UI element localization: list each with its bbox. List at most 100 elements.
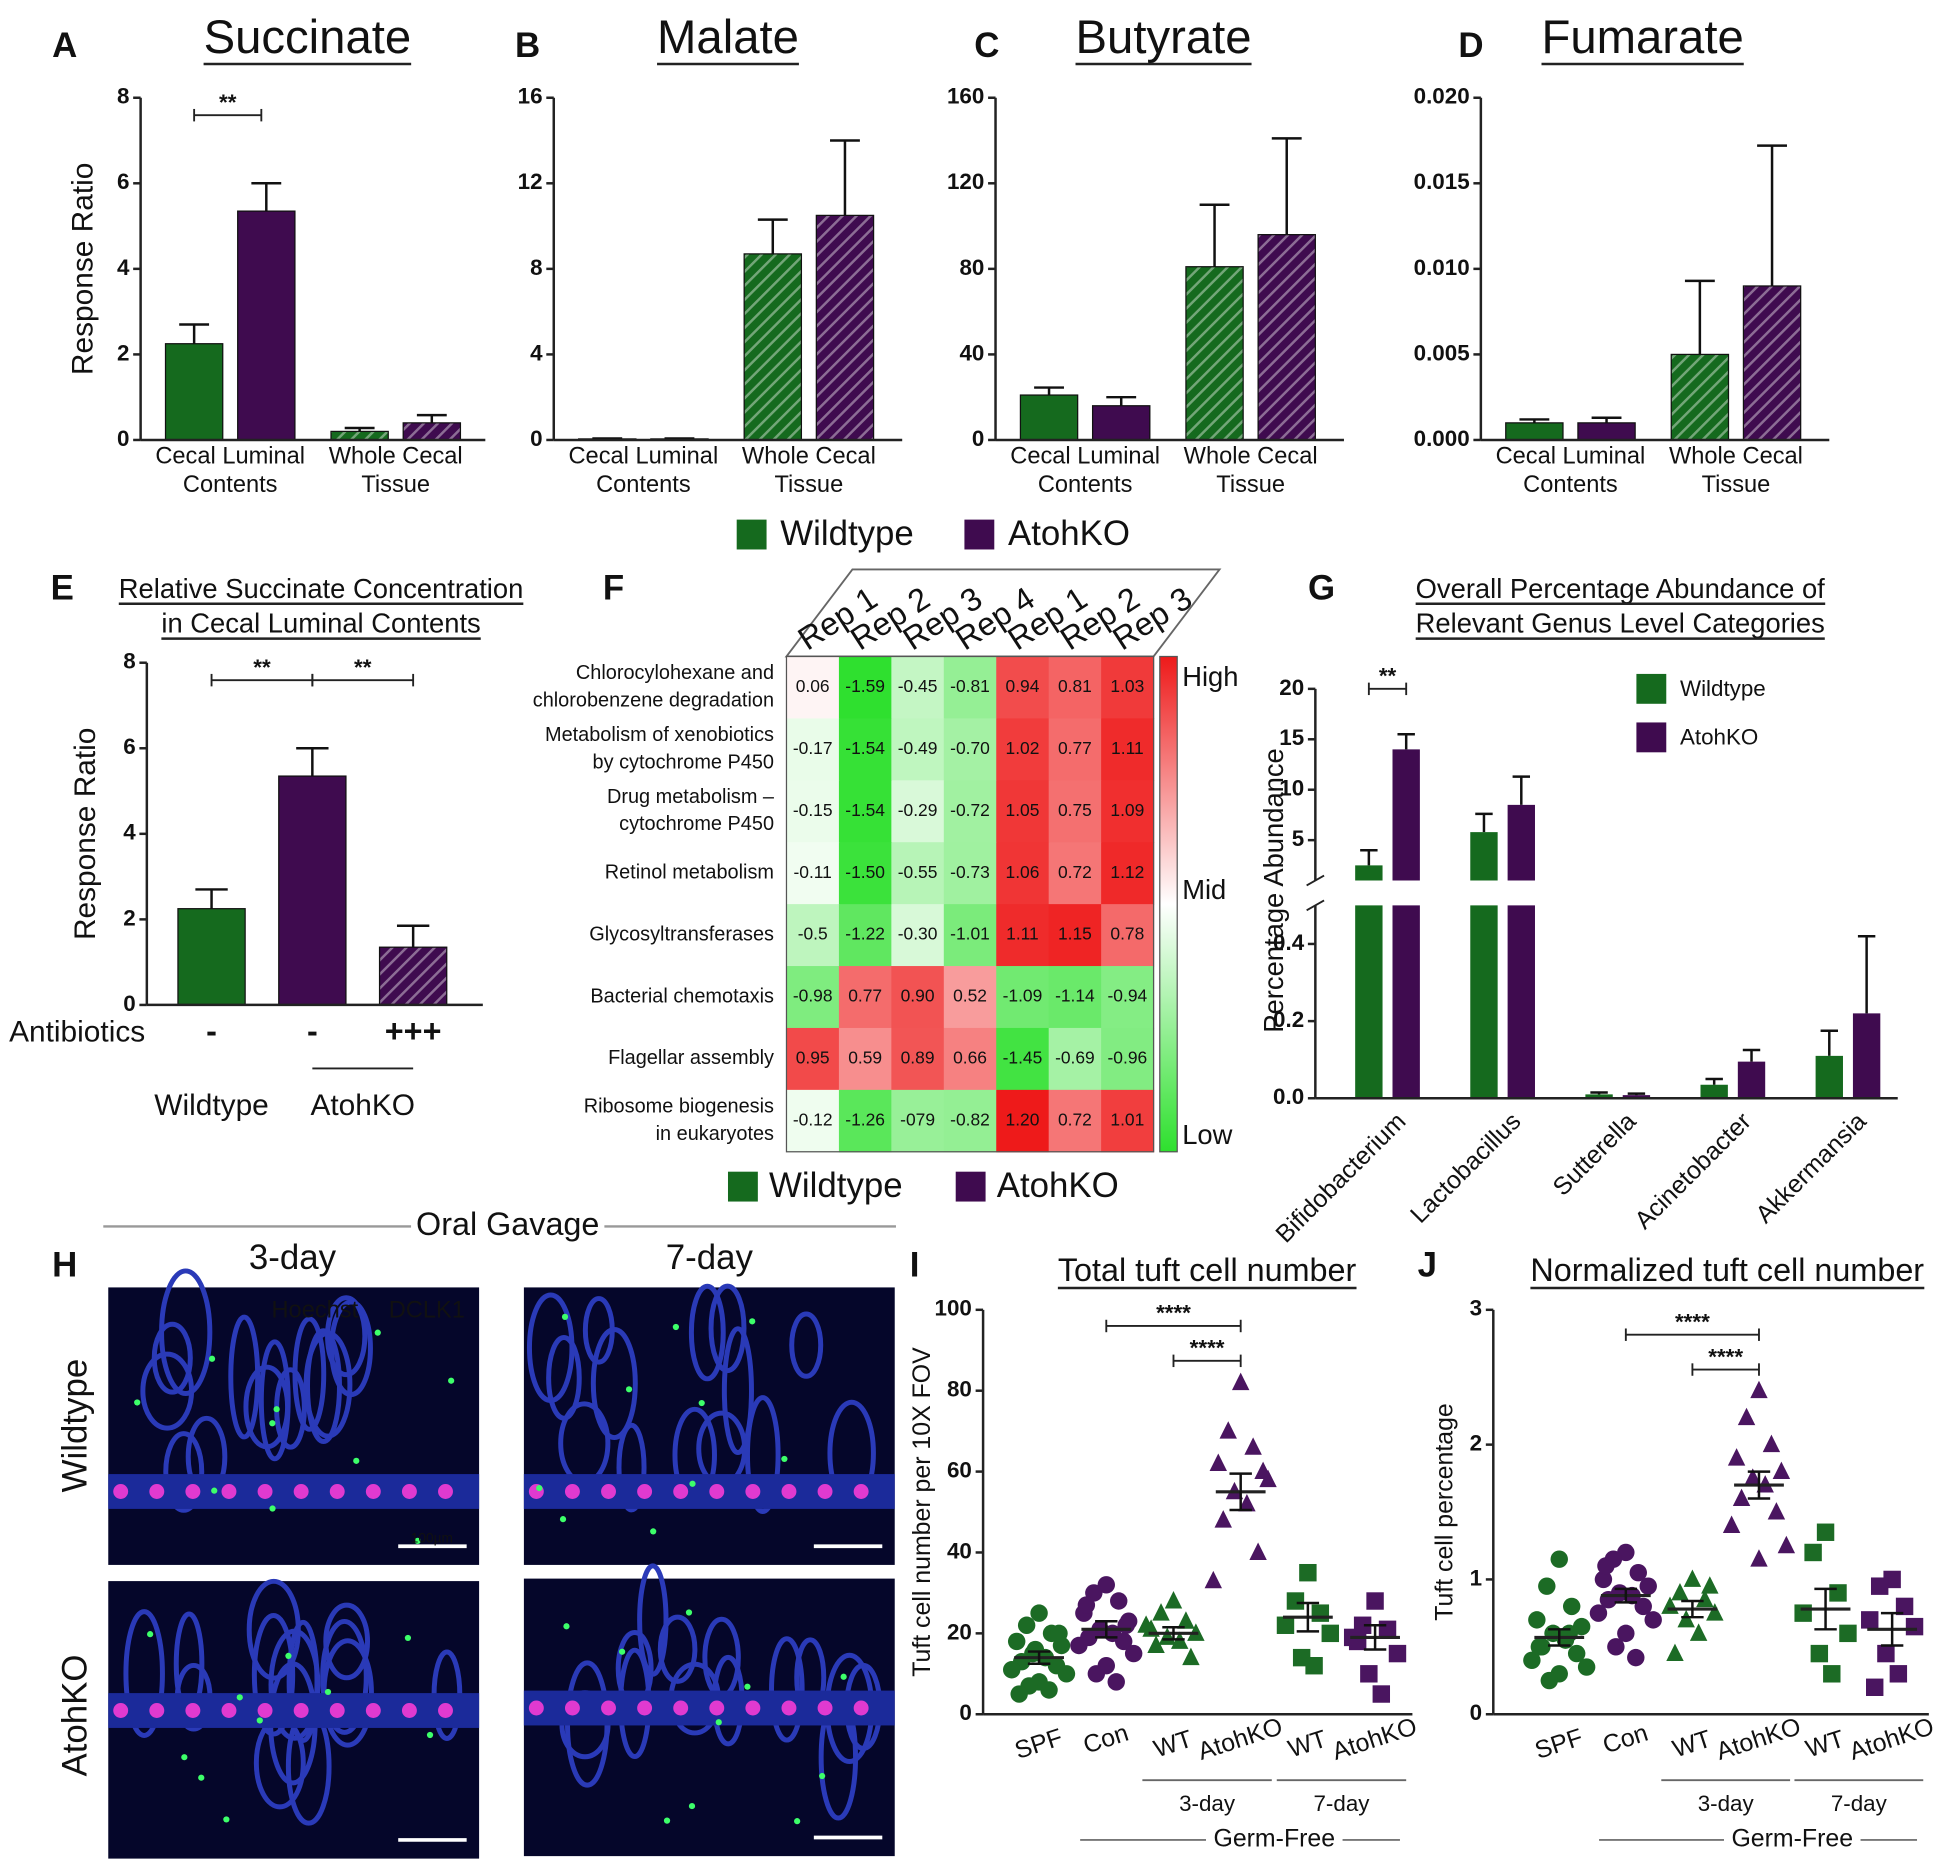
- data-point: [1366, 1592, 1384, 1610]
- tissue: [123, 1609, 165, 1738]
- cell-label: -1.54: [845, 738, 885, 758]
- y-tick-label: 2: [117, 340, 129, 365]
- error-bar: [1742, 1048, 1761, 1062]
- bar: [1355, 865, 1383, 1099]
- data-point: [1689, 1623, 1708, 1641]
- x-tick-label: Bifidobacterium: [1270, 1107, 1411, 1248]
- y-tick-label: 6: [123, 734, 135, 759]
- y-tick-label: 16: [518, 84, 543, 109]
- cell-label: -0.45: [898, 676, 938, 696]
- x-tick-label: AtohKO: [1846, 1712, 1938, 1766]
- heatmap-cell: [786, 1089, 840, 1153]
- tuft-cell: [223, 1816, 230, 1823]
- heatmap-frame: [785, 655, 1155, 1153]
- group-label: 3-day: [1179, 1791, 1236, 1816]
- sem-bar: [1814, 1587, 1837, 1631]
- cell-label: -0.69: [1055, 1048, 1095, 1068]
- row-label: chlorobenzene degradation: [533, 689, 774, 711]
- group-label: 7-day: [1831, 1791, 1888, 1816]
- y-axis-label: Response Ratio: [67, 163, 100, 375]
- tuft-cell: [269, 1420, 276, 1427]
- data-point: [1276, 1616, 1295, 1634]
- error-bar: [251, 182, 282, 212]
- data-point: [1182, 1647, 1200, 1666]
- y-tick-label: 40: [947, 1538, 972, 1563]
- cell-label: -0.49: [898, 738, 938, 758]
- sem-bar: [1363, 1624, 1387, 1651]
- cell-label: -0.96: [1108, 1048, 1148, 1068]
- legend-swatch: [727, 1171, 758, 1202]
- tissue: [721, 1326, 754, 1456]
- tissue: [769, 1636, 805, 1743]
- chart-title: Succinate: [204, 11, 412, 64]
- legend-swatch: [955, 1171, 986, 1202]
- data-point: [1804, 1543, 1822, 1562]
- data-point: [1378, 1620, 1397, 1639]
- data-point: [1050, 1624, 1068, 1643]
- tuft-cell: [715, 1719, 722, 1726]
- data-point: [1007, 1632, 1026, 1651]
- bar: [237, 210, 296, 441]
- tuft-cell: [404, 1634, 412, 1642]
- bar: [1505, 422, 1564, 441]
- tuft-cell: [236, 1694, 243, 1701]
- bar: [378, 946, 448, 1006]
- tuft-cell: [134, 1399, 141, 1406]
- tuft-cell: [561, 1313, 569, 1320]
- tissue: [325, 1295, 368, 1378]
- x-tick-label: Cecal Luminal Contents: [569, 444, 719, 499]
- axis-break: [1306, 899, 1325, 912]
- tissue: [323, 1602, 371, 1681]
- y-tick-label: 12: [518, 169, 543, 194]
- data-point: [1589, 1604, 1608, 1622]
- significance-label: **: [253, 655, 271, 680]
- row-label: cytochrome P450: [619, 813, 774, 835]
- tissue: [268, 1628, 321, 1741]
- data-point: [1087, 1665, 1106, 1683]
- tissue: [744, 1395, 781, 1515]
- data-point: [1607, 1638, 1625, 1656]
- crypt: [817, 1700, 833, 1716]
- cell-label: -0.5: [798, 924, 828, 944]
- significance-label: **: [219, 90, 237, 115]
- bar: [1737, 1061, 1766, 1099]
- y-tick-label: 0.020: [1414, 84, 1470, 109]
- y-tick-label: 100: [935, 1296, 972, 1321]
- group-label: Germ-Free: [1213, 1825, 1335, 1853]
- data-point: [1594, 1570, 1613, 1589]
- tissue: [228, 1314, 261, 1440]
- y-tick-label: 80: [959, 255, 984, 280]
- heatmap-cell: [838, 966, 892, 1029]
- crypt: [673, 1484, 689, 1499]
- data-point: [1706, 1603, 1724, 1621]
- error-bar: [757, 218, 788, 254]
- y-tick-label: 0: [972, 426, 984, 451]
- data-point: [1762, 1434, 1781, 1453]
- heatmap-cell: [1101, 780, 1155, 843]
- x-tick-label: SPF: [1531, 1723, 1586, 1765]
- y-axis-label: Percentage Abundance: [1258, 748, 1289, 1032]
- heatmap-cell: [943, 780, 997, 843]
- x-tick-label: AtohKO: [1329, 1712, 1421, 1766]
- tissue: [546, 1335, 582, 1421]
- error-bar: [1757, 144, 1787, 286]
- tuft-cell: [256, 1717, 263, 1724]
- bar: [1852, 1013, 1881, 1099]
- error-bar: [344, 426, 375, 432]
- cell-label: 0.52: [953, 986, 987, 1006]
- data-point: [1530, 1638, 1549, 1656]
- bar: [164, 343, 224, 441]
- y-tick-label: 20: [1279, 675, 1304, 700]
- group-label: Germ-Free: [1731, 1825, 1853, 1853]
- bar: [1577, 422, 1636, 441]
- data-point: [1737, 1407, 1756, 1426]
- heatmap-cell: [996, 842, 1050, 905]
- y-axis-label: Tuft cell number per 10X FOV: [908, 1347, 936, 1677]
- data-point: [1794, 1604, 1812, 1622]
- heatmap-cell: [838, 1027, 892, 1091]
- tissue: [688, 1283, 726, 1382]
- y-tick-label: 0.005: [1414, 340, 1470, 365]
- heatmap-cell: [1101, 656, 1155, 720]
- data-point: [1540, 1671, 1559, 1690]
- data-point: [1204, 1570, 1223, 1589]
